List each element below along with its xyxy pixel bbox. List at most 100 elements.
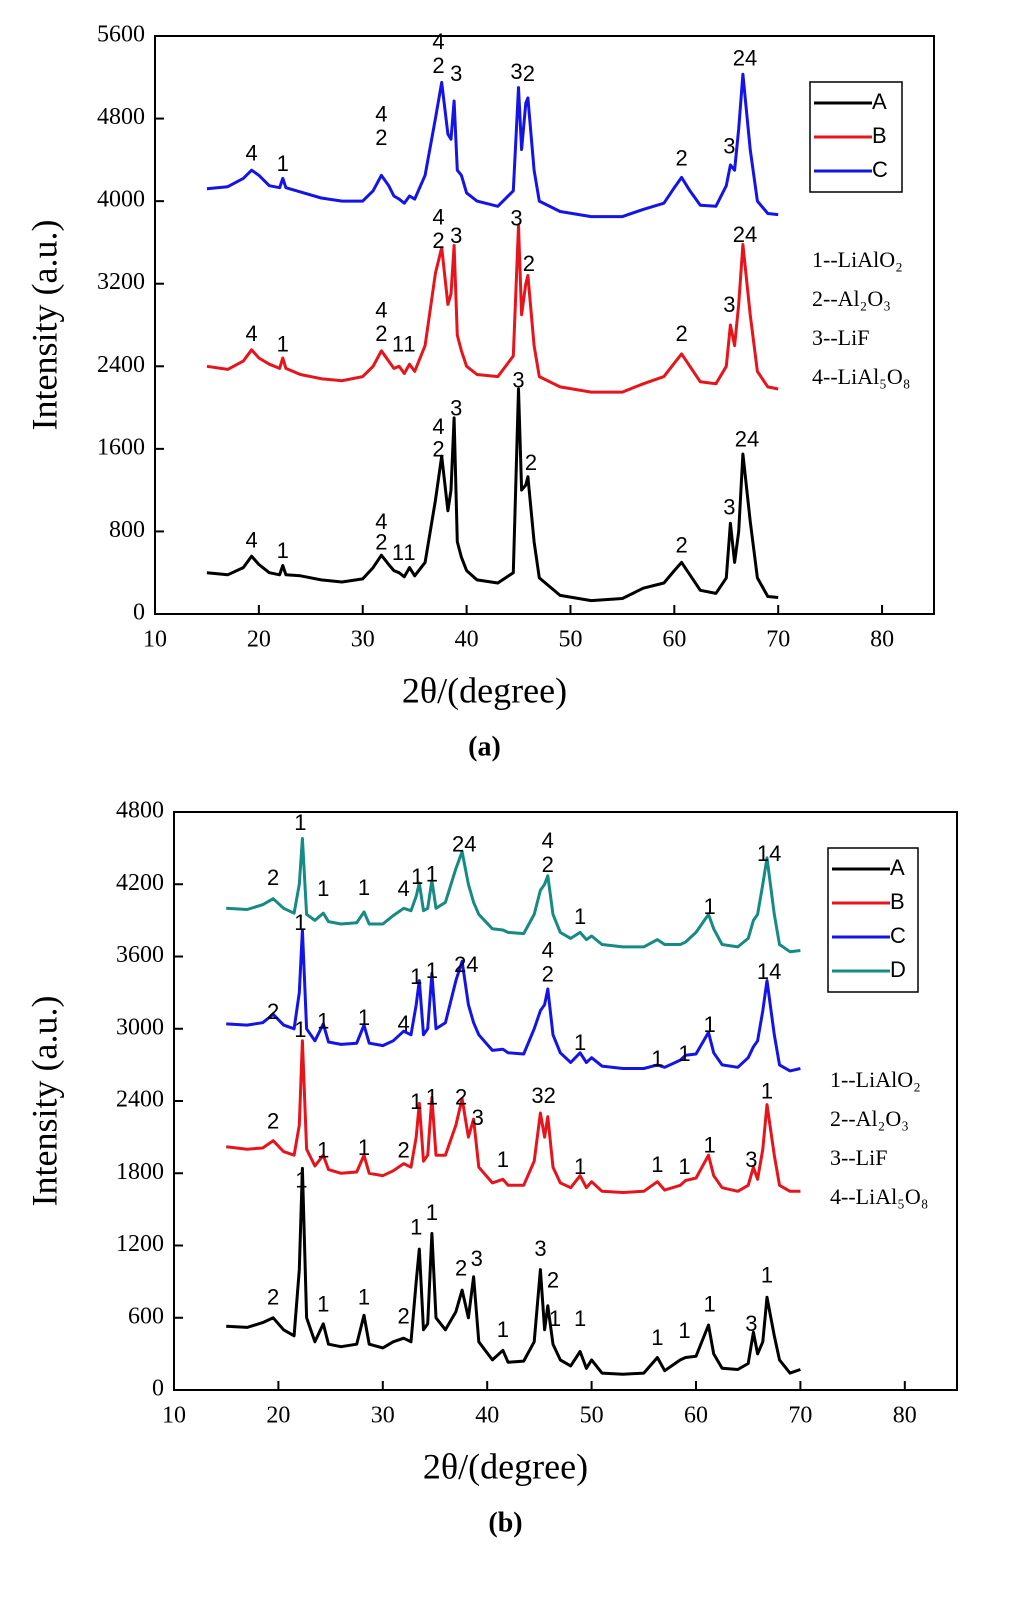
x-tick-label: 60 <box>662 627 686 653</box>
y-tick-label: 600 <box>128 1303 164 1329</box>
x-tick-label: 80 <box>870 627 894 653</box>
phase-key: 4--LiAl₅O₈ <box>812 364 910 389</box>
phase-key: 2--Al₂O₃ <box>812 286 891 311</box>
peak-label: 1 <box>761 1263 773 1288</box>
peak-label: 3 <box>745 1311 757 1336</box>
peak-label: 3 <box>450 61 462 86</box>
peak-label: 1 <box>358 1284 370 1309</box>
peak-label: 24 <box>733 222 757 247</box>
panel-caption: (a) <box>468 731 501 762</box>
legend-label: C <box>890 923 906 948</box>
peak-label: 2 <box>375 125 387 150</box>
peak-label: 1 <box>358 1005 370 1030</box>
peak-label: 2 <box>375 530 387 555</box>
peak-label: 24 <box>454 952 478 977</box>
peak-label: 1 <box>703 1133 715 1158</box>
series-line <box>206 224 779 394</box>
x-tick-label: 60 <box>684 1403 708 1429</box>
phase-key: 1--LiAlO₂ <box>812 247 903 272</box>
peak-label: 1 <box>410 964 422 989</box>
y-tick-label: 3600 <box>116 942 164 968</box>
y-tick-label: 0 <box>133 600 145 626</box>
phase-key: 1--LiAlO₂ <box>830 1067 921 1092</box>
y-axis-label: Intensity (a.u.) <box>24 220 64 431</box>
peak-label: 1 <box>761 1078 773 1103</box>
peak-label: 1 <box>317 1292 329 1317</box>
x-tick-label: 40 <box>475 1403 499 1429</box>
peak-label: 32 <box>531 1083 555 1108</box>
peak-label: 1 <box>426 958 438 983</box>
peak-label: 1 <box>549 1306 561 1331</box>
peak-label: 1 <box>426 1084 438 1109</box>
peak-label: 14 <box>757 841 781 866</box>
peak-label: 3 <box>723 495 735 520</box>
peak-label: 3 <box>471 1246 483 1271</box>
series-line <box>226 928 801 1073</box>
peak-label: 1 <box>317 876 329 901</box>
peak-label: 4 <box>375 297 387 322</box>
peak-label: 4 <box>375 509 387 534</box>
peak-label: 3 <box>472 1105 484 1130</box>
peak-label: 3 <box>450 223 462 248</box>
peak-label: 2 <box>675 321 687 346</box>
peak-label: 4 <box>245 321 257 346</box>
y-tick-label: 1800 <box>116 1159 164 1185</box>
peak-label: 2 <box>455 1255 467 1280</box>
peak-label: 1 <box>403 331 415 356</box>
peak-label: 3 <box>450 395 462 420</box>
peak-label: 2 <box>267 1284 279 1309</box>
x-tick-label: 30 <box>351 627 375 653</box>
peak-label: 1 <box>403 540 415 565</box>
legend-box <box>827 847 919 993</box>
peak-label: 1 <box>678 1318 690 1343</box>
x-tick-label: 50 <box>580 1403 604 1429</box>
peak-label: 1 <box>497 1147 509 1172</box>
peak-label: 2 <box>675 533 687 558</box>
peak-label: 4 <box>432 414 444 439</box>
peak-label: 14 <box>757 959 781 984</box>
peak-label: 1 <box>574 1154 586 1179</box>
y-tick-label: 2400 <box>97 352 145 378</box>
x-axis-label: 2θ/(degree) <box>423 1446 588 1486</box>
y-tick-label: 4200 <box>116 870 164 896</box>
plot-frame <box>154 35 935 615</box>
x-tick-label: 30 <box>371 1403 395 1429</box>
x-tick-label: 40 <box>455 627 479 653</box>
y-tick-label: 3200 <box>97 269 145 295</box>
peak-label: 1 <box>497 1317 509 1342</box>
peak-label: 3 <box>745 1147 757 1172</box>
series-line <box>226 837 801 954</box>
peak-label: 1 <box>651 1046 663 1071</box>
peak-label: 24 <box>735 426 759 451</box>
y-tick-label: 2400 <box>116 1087 164 1113</box>
peak-label: 2 <box>542 852 554 877</box>
peak-label: 1 <box>574 904 586 929</box>
peak-label: 2 <box>675 146 687 171</box>
peak-label: 2 <box>267 865 279 890</box>
peak-label: 1 <box>410 1214 422 1239</box>
peak-label: 2 <box>432 437 444 462</box>
peak-label: 2 <box>398 1304 410 1329</box>
peak-label: 4 <box>542 937 554 962</box>
peak-label: 1 <box>410 1089 422 1114</box>
peak-label: 1 <box>574 1030 586 1055</box>
y-tick-label: 4800 <box>97 104 145 130</box>
x-tick-label: 10 <box>162 1403 186 1429</box>
phase-key: 3--LiF <box>812 325 869 350</box>
peak-label: 1 <box>317 1009 329 1034</box>
x-tick-label: 70 <box>788 1403 812 1429</box>
y-tick-label: 4800 <box>116 798 164 824</box>
legend-label: A <box>872 89 887 114</box>
peak-label: 1 <box>703 894 715 919</box>
peak-label: 2 <box>523 251 535 276</box>
peak-label: 1 <box>426 862 438 887</box>
peak-label: 4 <box>398 1011 410 1036</box>
peak-label: 1 <box>358 1135 370 1160</box>
peak-label: 1 <box>295 1167 307 1192</box>
x-tick-label: 50 <box>558 627 582 653</box>
peak-label: 1 <box>703 1012 715 1037</box>
peak-label: 2 <box>432 53 444 78</box>
series-line <box>226 1166 801 1376</box>
peak-label: 1 <box>277 151 289 176</box>
